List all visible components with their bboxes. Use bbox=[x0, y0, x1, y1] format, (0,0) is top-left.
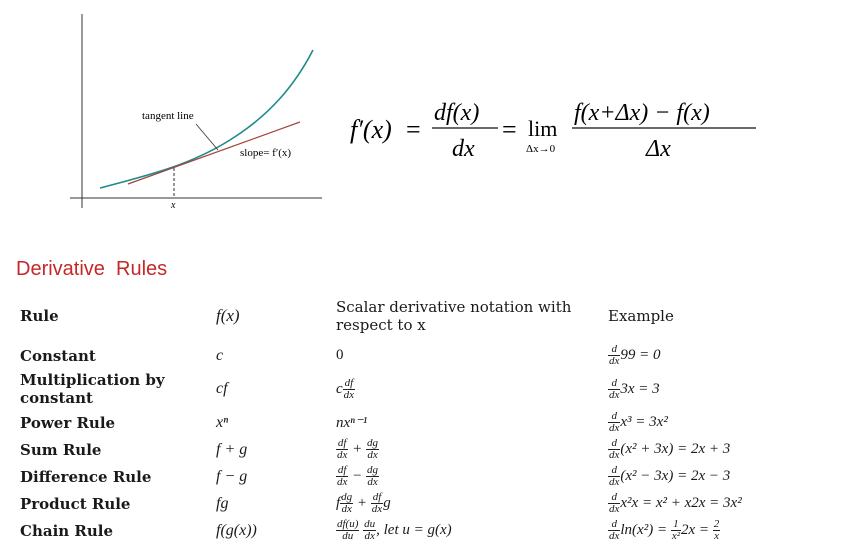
rule-derivative: df dx − dg dx bbox=[330, 463, 602, 490]
df-dx-fraction: df dx bbox=[336, 437, 349, 461]
header-derivative-line2: respect to x bbox=[336, 316, 426, 334]
deriv-let-text: , let u = g(x) bbox=[376, 521, 452, 538]
table-row: Constant c 0 d dx 99 = 0 bbox=[14, 342, 834, 369]
d-dx-fraction: d dx bbox=[608, 518, 621, 542]
d-dx-fraction: d dx bbox=[608, 343, 621, 367]
table-header-row: Rule f(x) Scalar derivative notation wit… bbox=[14, 290, 834, 342]
example-text: 3x = 3 bbox=[620, 380, 660, 397]
deriv-g: g bbox=[383, 494, 391, 511]
d-dx-fraction: d dx bbox=[608, 410, 621, 434]
rule-example: d dx (x² + 3x) = 2x + 3 bbox=[602, 436, 834, 463]
table-row: Chain Rule f(g(x)) df(u) du du dx, let u =… bbox=[14, 517, 834, 544]
rule-example: d dx 99 = 0 bbox=[602, 342, 834, 369]
deriv-prefix: c bbox=[336, 380, 343, 397]
example-text: x³ = 3x² bbox=[620, 413, 668, 430]
rule-example: d dx x²x = x² + x2x = 3x² bbox=[602, 490, 834, 517]
rule-derivative: c df dx bbox=[330, 369, 602, 409]
table-row: Difference Rule f − g df dx − dg dx d dx (x²… bbox=[14, 463, 834, 490]
rule-fx: f(g(x)) bbox=[216, 521, 257, 539]
table-row: Multiplication by constant cf c df dx d dx 3… bbox=[14, 369, 834, 409]
rule-example: d dx 3x = 3 bbox=[602, 369, 834, 409]
rule-derivative: f dg dx + df dx g bbox=[330, 490, 602, 517]
tangent-line bbox=[127, 121, 301, 185]
header-fx: f(x) bbox=[216, 306, 240, 325]
du-dx-fraction: du dx bbox=[363, 518, 377, 542]
rule-derivative: df dx + dg dx bbox=[330, 436, 602, 463]
rule-fx: f + g bbox=[216, 440, 248, 458]
rule-derivative: 0 bbox=[336, 347, 344, 363]
rule-fx: fg bbox=[216, 494, 229, 512]
deriv-operator: − bbox=[352, 467, 363, 484]
rule-name: Difference Rule bbox=[20, 467, 152, 486]
rule-name: Product Rule bbox=[20, 494, 131, 513]
rule-fx: c bbox=[216, 346, 224, 364]
formula-equals-1: = bbox=[406, 115, 421, 144]
formula-frac-den: dx bbox=[452, 136, 475, 162]
example-text: x²x = x² + x2x = 3x² bbox=[620, 494, 742, 511]
formula-lim-sub: Δx→0 bbox=[526, 143, 556, 155]
d-dx-fraction: d dx bbox=[608, 376, 621, 401]
table-row: Power Rule xⁿ nxⁿ⁻¹ d dx x³ = 3x² bbox=[14, 409, 834, 436]
rule-name: Power Rule bbox=[20, 413, 116, 432]
d-dx-fraction: d dx bbox=[608, 437, 621, 461]
rule-name: Chain Rule bbox=[20, 521, 114, 540]
df-dx-fraction: df dx bbox=[336, 464, 349, 488]
dg-dx-fraction: dg dx bbox=[340, 491, 354, 515]
example-text: (x² − 3x) = 2x − 3 bbox=[620, 467, 731, 484]
rule-name: Multiplication by constant bbox=[14, 369, 210, 409]
rule-name-line1: Multiplication by bbox=[20, 371, 165, 389]
d-dx-fraction: d dx bbox=[608, 464, 621, 488]
formula-equals-2: = bbox=[502, 115, 517, 144]
df-dx-fraction: df dx bbox=[370, 491, 384, 515]
formula-rhs-den: Δx bbox=[645, 136, 671, 162]
header-rule: Rule bbox=[20, 307, 59, 325]
header-derivative: Scalar derivative notation with respect … bbox=[330, 290, 602, 342]
derivative-rules-table: Rule f(x) Scalar derivative notation wit… bbox=[14, 290, 834, 544]
deriv-operator: + bbox=[356, 494, 368, 511]
example-text: (x² + 3x) = 2x + 3 bbox=[620, 440, 731, 457]
rule-derivative: df(u) du du dx, let u = g(x) bbox=[330, 517, 602, 544]
rule-example: d dx (x² − 3x) = 2x − 3 bbox=[602, 463, 834, 490]
deriv-f: f bbox=[336, 494, 341, 511]
slope-label: slope= f′(x) bbox=[240, 147, 291, 159]
rule-example: d dx x³ = 3x² bbox=[602, 409, 834, 436]
header-derivative-line1: Scalar derivative notation with bbox=[336, 298, 572, 316]
rule-fx: xⁿ bbox=[216, 413, 229, 431]
derivative-definition-formula: f′(x) = df(x) dx = lim Δx→0 f(x+Δx) − f(… bbox=[350, 100, 756, 162]
deriv-operator: + bbox=[352, 440, 363, 457]
rule-derivative: nxⁿ⁻¹ bbox=[336, 415, 368, 431]
formula-lim: lim bbox=[528, 116, 557, 141]
table-row: Sum Rule f + g df dx + dg dx d dx (x² + 3x) … bbox=[14, 436, 834, 463]
rule-name-line2: constant bbox=[20, 389, 93, 407]
header-example: Example bbox=[608, 307, 674, 325]
dg-dx-fraction: dg dx bbox=[366, 437, 380, 461]
table-row: Product Rule fg f dg dx + df dx g d dx x²x = x… bbox=[14, 490, 834, 517]
formula-rhs-num: f(x+Δx) − f(x) bbox=[574, 100, 710, 126]
x-label: x bbox=[170, 200, 176, 211]
function-curve bbox=[99, 49, 314, 189]
rule-fx: cf bbox=[216, 380, 228, 397]
example-text: 99 = 0 bbox=[620, 346, 661, 363]
df-dx-fraction: df dx bbox=[342, 376, 356, 401]
dfu-du-fraction: df(u) du bbox=[336, 518, 360, 542]
dg-dx-fraction: dg dx bbox=[366, 464, 380, 488]
formula-frac-num: df(x) bbox=[434, 100, 479, 126]
d-dx-fraction: d dx bbox=[608, 491, 621, 515]
tangent-label: tangent line bbox=[142, 110, 194, 122]
one-over-x2-fraction: 1 x² bbox=[670, 518, 682, 542]
example-text-mid: 2x = bbox=[681, 521, 713, 538]
rule-fx: f − g bbox=[216, 467, 248, 485]
formula-lhs: f′(x) bbox=[350, 115, 392, 144]
example-text: ln(x²) = bbox=[620, 521, 671, 538]
rule-name: Constant bbox=[20, 346, 96, 365]
rule-name: Sum Rule bbox=[20, 440, 102, 459]
tangent-line-figure: tangent line slope= f′(x) x bbox=[70, 14, 322, 211]
section-title: Derivative Rules bbox=[16, 258, 168, 280]
tangent-pointer bbox=[195, 123, 219, 151]
